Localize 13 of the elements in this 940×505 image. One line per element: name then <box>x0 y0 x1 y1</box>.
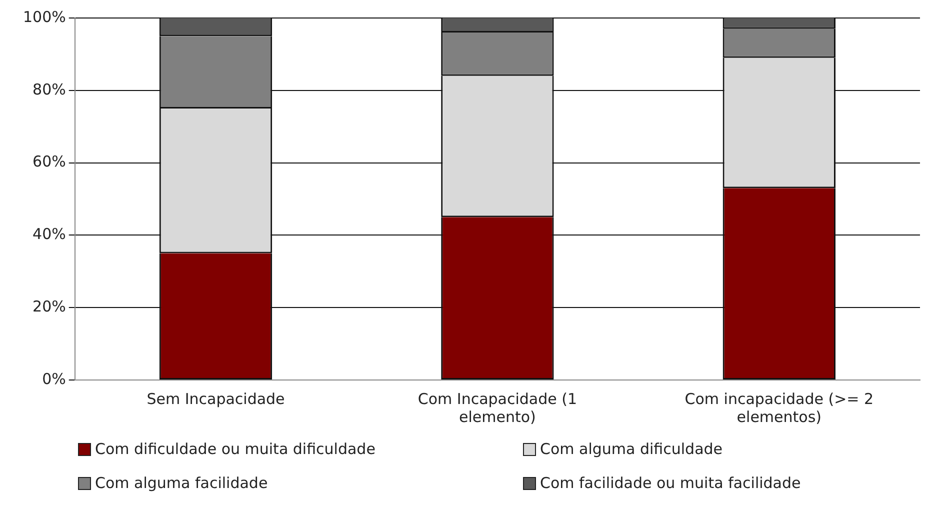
y-tick-label: 80% <box>32 80 66 98</box>
x-tick-label: Com Incapacidade (1 elemento) <box>418 390 578 426</box>
legend-label: Com alguma dificuldade <box>540 440 723 458</box>
legend-label: Com alguma facilidade <box>95 474 268 492</box>
y-tick-label: 100% <box>22 8 66 26</box>
x-tick-label: Sem Incapacidade <box>146 390 285 408</box>
y-tick-label: 20% <box>32 297 66 316</box>
y-tick-label: 40% <box>32 225 66 244</box>
y-tick-label: 60% <box>32 152 66 171</box>
y-tick-label: 0% <box>42 370 66 388</box>
x-tick-label: Com incapacidade (>= 2 elementos) <box>684 390 874 426</box>
legend-label: Com facilidade ou muita facilidade <box>540 474 801 492</box>
legend-label: Com dificuldade ou muita dificuldade <box>95 440 376 458</box>
